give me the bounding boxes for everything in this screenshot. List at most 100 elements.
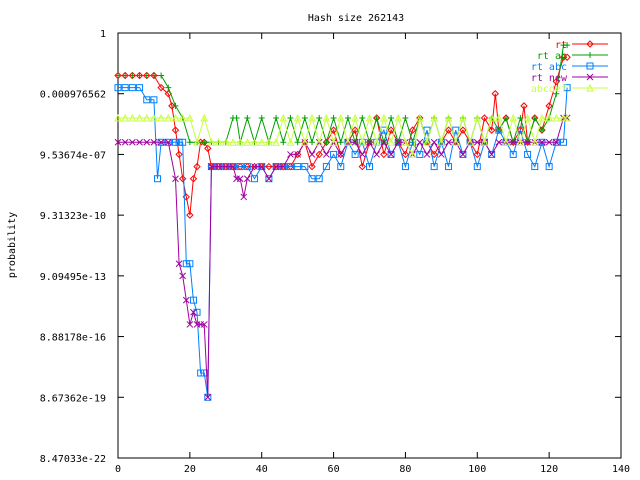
data-point — [387, 138, 395, 146]
data-point — [200, 321, 208, 328]
data-point — [301, 115, 308, 121]
data-point — [207, 138, 216, 146]
data-point — [459, 150, 467, 158]
data-point — [452, 126, 460, 134]
data-point — [423, 151, 431, 158]
data-point — [564, 42, 571, 49]
data-point — [553, 90, 560, 97]
data-point — [122, 72, 129, 79]
data-point — [150, 138, 158, 146]
data-point — [157, 113, 165, 122]
data-point — [182, 260, 190, 268]
data-point — [171, 113, 180, 122]
data-point — [445, 163, 453, 171]
data-point — [563, 84, 571, 92]
data-point — [143, 138, 151, 146]
data-point — [509, 138, 517, 146]
data-point — [294, 163, 302, 171]
data-point — [265, 162, 273, 171]
data-point — [408, 150, 417, 158]
data-point — [423, 138, 431, 146]
data-point — [258, 115, 265, 121]
data-point — [430, 138, 438, 146]
y-axis: 1 0.000976562 9.53674e-07 9.31323e-10 9.0949… — [40, 29, 621, 465]
data-point — [186, 139, 193, 146]
series-5 — [114, 113, 571, 158]
data-point — [365, 113, 374, 122]
data-point — [337, 150, 345, 159]
data-point — [487, 113, 496, 122]
data-point — [164, 113, 173, 122]
data-point — [366, 163, 373, 171]
data-point — [416, 138, 424, 146]
legend-label: abcdef — [531, 84, 567, 95]
y-tick-label: 8.67362e-19 — [40, 393, 106, 404]
legend-label: rt abc — [531, 62, 567, 73]
data-point — [538, 138, 546, 146]
data-point — [402, 115, 409, 121]
data-point — [509, 150, 517, 158]
data-point — [251, 175, 259, 183]
data-point — [315, 138, 324, 146]
x-axis: 0 20 40 60 80 100 120 140 — [115, 33, 630, 475]
data-point — [280, 139, 287, 146]
data-point — [150, 72, 157, 79]
series-line — [118, 87, 568, 398]
data-point — [229, 138, 237, 146]
data-point — [322, 113, 331, 122]
x-tick-label: 80 — [399, 464, 411, 475]
data-point — [279, 113, 288, 122]
data-point — [293, 113, 302, 122]
data-point — [171, 126, 180, 134]
data-point — [222, 163, 230, 170]
data-point — [143, 72, 150, 79]
data-point — [215, 163, 222, 170]
data-point — [309, 139, 316, 146]
data-point — [121, 113, 129, 122]
legend-marker — [586, 62, 594, 70]
data-point — [495, 113, 503, 122]
data-point — [445, 138, 452, 146]
data-point — [330, 150, 338, 158]
data-point — [495, 126, 503, 134]
data-point — [409, 138, 417, 146]
data-point — [330, 115, 337, 121]
data-point — [459, 126, 467, 134]
data-point — [538, 127, 545, 134]
x-tick-label: 120 — [540, 464, 558, 475]
data-point — [186, 211, 194, 219]
data-point — [459, 113, 467, 122]
data-point — [204, 144, 212, 153]
data-point — [373, 115, 380, 121]
data-point — [316, 115, 323, 121]
data-point — [136, 138, 143, 146]
data-point — [244, 115, 251, 121]
data-point — [380, 138, 388, 146]
data-point — [430, 150, 438, 159]
data-point — [473, 138, 481, 146]
data-point — [380, 113, 388, 122]
data-point — [351, 113, 359, 122]
data-point — [408, 126, 417, 134]
data-point — [315, 175, 323, 183]
data-point — [236, 163, 244, 171]
data-point — [287, 115, 294, 121]
data-point — [480, 138, 489, 146]
data-point — [394, 138, 402, 146]
data-point — [351, 150, 359, 158]
data-point — [315, 150, 323, 159]
data-point — [329, 126, 338, 134]
data-point — [516, 126, 524, 134]
data-point — [142, 113, 151, 122]
data-point — [524, 138, 531, 146]
data-point — [286, 138, 295, 146]
data-point — [265, 175, 273, 183]
data-point — [430, 113, 438, 122]
data-point — [438, 151, 445, 158]
data-point — [178, 113, 187, 122]
data-point — [154, 175, 162, 183]
data-point — [416, 150, 424, 158]
data-point — [186, 113, 194, 122]
data-point — [488, 150, 496, 158]
